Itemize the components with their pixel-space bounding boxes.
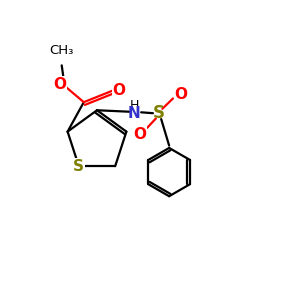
Text: O: O <box>174 87 188 102</box>
Text: N: N <box>128 106 141 121</box>
Text: O: O <box>112 83 126 98</box>
Text: S: S <box>73 159 84 174</box>
Text: O: O <box>133 127 146 142</box>
Text: O: O <box>53 77 66 92</box>
Text: S: S <box>153 104 165 122</box>
Text: CH₃: CH₃ <box>50 44 74 57</box>
Text: H: H <box>130 99 139 112</box>
